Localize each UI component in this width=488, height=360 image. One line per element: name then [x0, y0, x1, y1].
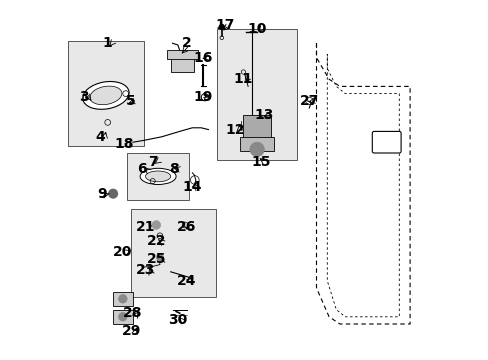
- Bar: [170, 58, 194, 72]
- Text: 15: 15: [250, 155, 270, 169]
- Circle shape: [118, 312, 127, 321]
- Text: 21: 21: [136, 220, 155, 234]
- Text: 19: 19: [193, 90, 212, 104]
- Text: 10: 10: [247, 22, 266, 36]
- Text: 9: 9: [97, 188, 107, 201]
- Circle shape: [219, 24, 224, 30]
- Text: 24: 24: [177, 274, 196, 288]
- Bar: [113, 310, 133, 324]
- Text: 18: 18: [114, 137, 133, 151]
- Text: 26: 26: [177, 220, 196, 234]
- Text: 27: 27: [299, 94, 318, 108]
- Bar: [127, 153, 188, 200]
- Text: 1: 1: [102, 36, 112, 50]
- Circle shape: [118, 294, 127, 303]
- Text: 12: 12: [225, 123, 245, 136]
- Bar: [240, 137, 274, 151]
- Text: 2: 2: [182, 36, 191, 50]
- Text: 20: 20: [112, 245, 132, 259]
- Bar: [68, 41, 143, 146]
- Text: 17: 17: [215, 18, 234, 32]
- Circle shape: [156, 254, 163, 261]
- Circle shape: [152, 221, 160, 229]
- Text: 13: 13: [254, 108, 273, 122]
- Text: 7: 7: [147, 155, 157, 169]
- Text: 16: 16: [193, 51, 212, 64]
- Text: 29: 29: [121, 324, 141, 338]
- Bar: [131, 209, 215, 297]
- Text: 28: 28: [123, 306, 142, 320]
- Bar: [242, 115, 271, 140]
- Bar: [167, 50, 197, 59]
- Bar: [113, 292, 133, 306]
- Text: 3: 3: [80, 90, 89, 104]
- Text: 11: 11: [232, 72, 252, 86]
- Ellipse shape: [140, 168, 176, 185]
- Circle shape: [249, 142, 264, 157]
- Circle shape: [108, 189, 117, 198]
- Text: 30: 30: [168, 314, 187, 327]
- Ellipse shape: [145, 171, 170, 182]
- Bar: [217, 29, 296, 160]
- Text: 25: 25: [146, 252, 166, 266]
- Text: 22: 22: [146, 234, 166, 248]
- Text: 23: 23: [136, 263, 155, 277]
- FancyBboxPatch shape: [371, 131, 400, 153]
- Text: 4: 4: [96, 130, 105, 144]
- Text: 8: 8: [169, 162, 179, 176]
- Text: 6: 6: [137, 162, 146, 176]
- Text: 5: 5: [126, 94, 136, 108]
- Ellipse shape: [90, 86, 122, 105]
- Ellipse shape: [82, 81, 129, 109]
- Text: 14: 14: [182, 180, 202, 194]
